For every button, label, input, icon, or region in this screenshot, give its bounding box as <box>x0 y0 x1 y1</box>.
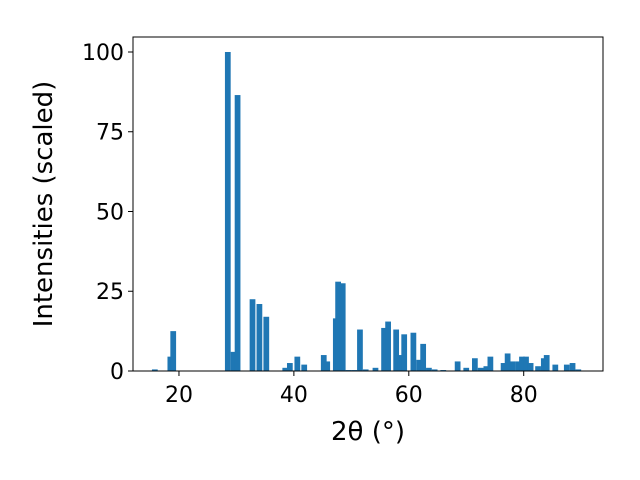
bar <box>410 332 417 371</box>
bar <box>151 369 158 371</box>
bar <box>471 358 478 371</box>
bar <box>224 51 231 371</box>
bar <box>527 363 534 371</box>
y-tick-label: 75 <box>96 121 124 146</box>
bar <box>535 366 541 371</box>
x-axis-label: 2θ (°) <box>331 417 405 447</box>
bar <box>362 369 369 371</box>
bar <box>487 356 494 371</box>
bar <box>335 281 341 371</box>
bar <box>563 364 570 371</box>
bar <box>483 366 490 371</box>
x-tick-label: 80 <box>510 383 538 408</box>
bar <box>393 329 400 371</box>
x-tick-label: 40 <box>280 383 308 408</box>
bar <box>509 361 516 371</box>
y-axis-label: Intensities (scaled) <box>29 81 59 328</box>
bar <box>170 331 177 371</box>
bar <box>431 369 438 371</box>
y-tick-label: 100 <box>82 41 124 66</box>
bar <box>339 283 346 371</box>
bar <box>504 353 511 371</box>
bar <box>575 369 582 371</box>
bar <box>263 316 270 371</box>
bar <box>282 367 289 371</box>
bar <box>401 334 408 371</box>
y-tick-label: 25 <box>96 280 124 305</box>
bar <box>301 364 308 371</box>
bar <box>324 361 331 371</box>
bar <box>500 363 507 371</box>
bar <box>230 351 237 371</box>
x-tick-label: 20 <box>165 383 193 408</box>
bar <box>234 95 241 372</box>
bar <box>256 304 263 371</box>
bar <box>454 361 461 371</box>
bar <box>515 361 521 371</box>
bar <box>477 367 484 371</box>
bar <box>357 329 363 371</box>
bar <box>463 367 470 371</box>
bar <box>552 364 559 371</box>
bar <box>416 359 423 371</box>
bar <box>249 299 256 371</box>
plot-frame <box>132 36 604 372</box>
bar <box>543 355 550 371</box>
bar <box>385 321 391 371</box>
bar <box>420 343 427 371</box>
y-tick-label: 50 <box>96 200 124 225</box>
bar <box>294 356 301 371</box>
bar <box>397 355 404 371</box>
bar <box>523 356 529 371</box>
x-tick-label: 60 <box>395 383 423 408</box>
y-tick-label: 0 <box>110 360 124 385</box>
bar <box>320 355 327 371</box>
bar <box>426 367 432 371</box>
bar <box>381 327 387 371</box>
bar <box>519 356 525 371</box>
bar <box>569 363 576 371</box>
bar <box>372 367 379 371</box>
bar <box>286 363 293 371</box>
